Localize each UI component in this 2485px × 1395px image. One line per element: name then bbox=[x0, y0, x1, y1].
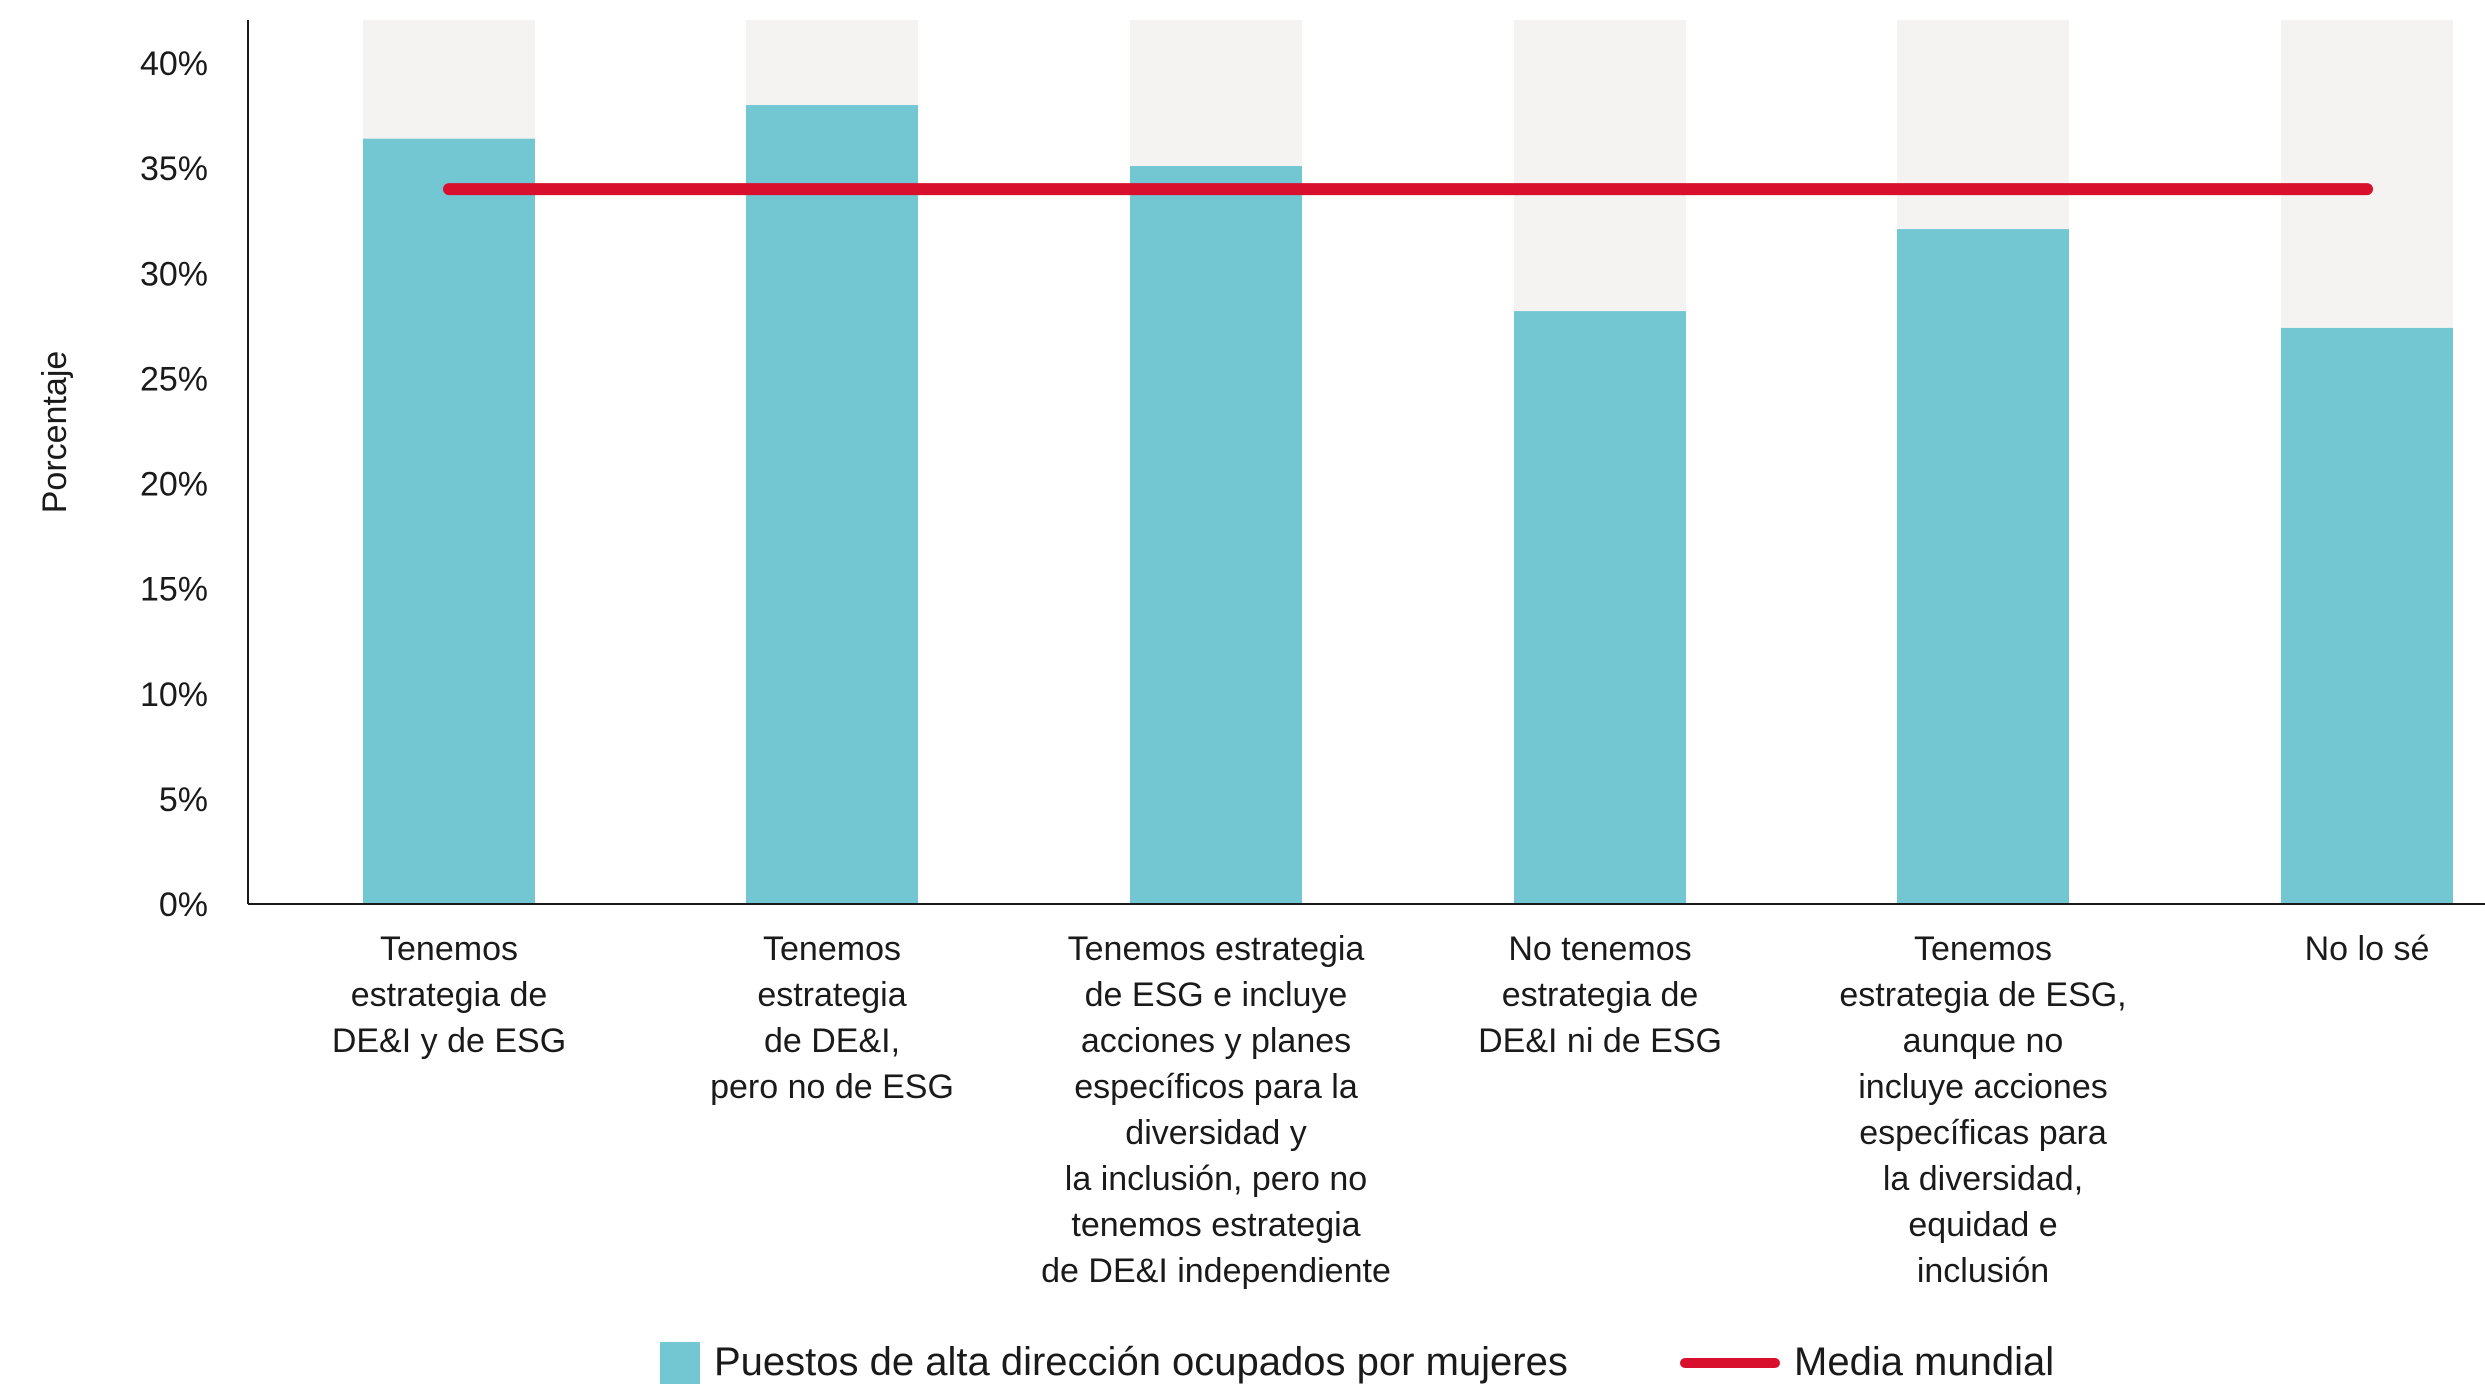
bar bbox=[746, 105, 918, 905]
bar bbox=[1897, 229, 2069, 904]
bar bbox=[1130, 166, 1302, 904]
legend: Puestos de alta dirección ocupados por m… bbox=[0, 1340, 2485, 1395]
y-tick-label: 30% bbox=[140, 255, 208, 293]
bar bbox=[2281, 327, 2453, 904]
bar bbox=[363, 138, 535, 904]
legend-bar-swatch bbox=[660, 1341, 700, 1384]
y-tick-label: 20% bbox=[140, 466, 208, 504]
y-axis-label-group: Porcentaje bbox=[36, 351, 74, 514]
x-category-label: Tenemos estrategia de ESG e incluye accion… bbox=[1041, 930, 1391, 1290]
legend-line-label: Media mundial bbox=[1794, 1340, 2055, 1384]
y-tick-label: 10% bbox=[140, 676, 208, 714]
background-bars bbox=[363, 20, 2453, 904]
bar-chart: Porcentaje 0% 5% 10% 15% 20% 25% 30% 35% 40% Ten… bbox=[36, 20, 2485, 1290]
x-category-label: No tenemos estrategia de DE&I ni de ESG bbox=[1478, 930, 1722, 1060]
y-tick-label: 35% bbox=[140, 150, 208, 188]
legend-item-bars: Puestos de alta dirección ocupados por m… bbox=[660, 1340, 1568, 1385]
y-tick-label: 0% bbox=[159, 886, 208, 924]
bar bbox=[1514, 311, 1686, 905]
y-axis-ticks: 0% 5% 10% 15% 20% 25% 30% 35% 40% bbox=[140, 45, 208, 924]
y-tick-label: 15% bbox=[140, 571, 208, 609]
x-category-label: Tenemos estrategia de DE&I y de ESG bbox=[332, 930, 566, 1060]
x-axis-category-labels: Tenemos estrategia de DE&I y de ESG Tenemos… bbox=[332, 930, 2430, 1290]
x-category-label: Tenemos estrategia de DE&I, pero no de ESG bbox=[710, 930, 954, 1106]
y-tick-label: 40% bbox=[140, 45, 208, 83]
y-axis-label: Porcentaje bbox=[36, 351, 74, 514]
axes bbox=[247, 20, 2485, 905]
y-tick-label: 25% bbox=[140, 360, 208, 398]
x-category-label: No lo sé bbox=[2305, 930, 2430, 968]
data-bars bbox=[363, 105, 2453, 905]
y-tick-label: 5% bbox=[159, 781, 208, 819]
legend-bar-label: Puestos de alta dirección ocupados por m… bbox=[714, 1340, 1568, 1384]
legend-item-line: Media mundial bbox=[1680, 1340, 2054, 1385]
legend-line-swatch bbox=[1680, 1357, 1780, 1368]
x-category-label: Tenemos estrategia de ESG, aunque no incluy… bbox=[1839, 930, 2126, 1290]
